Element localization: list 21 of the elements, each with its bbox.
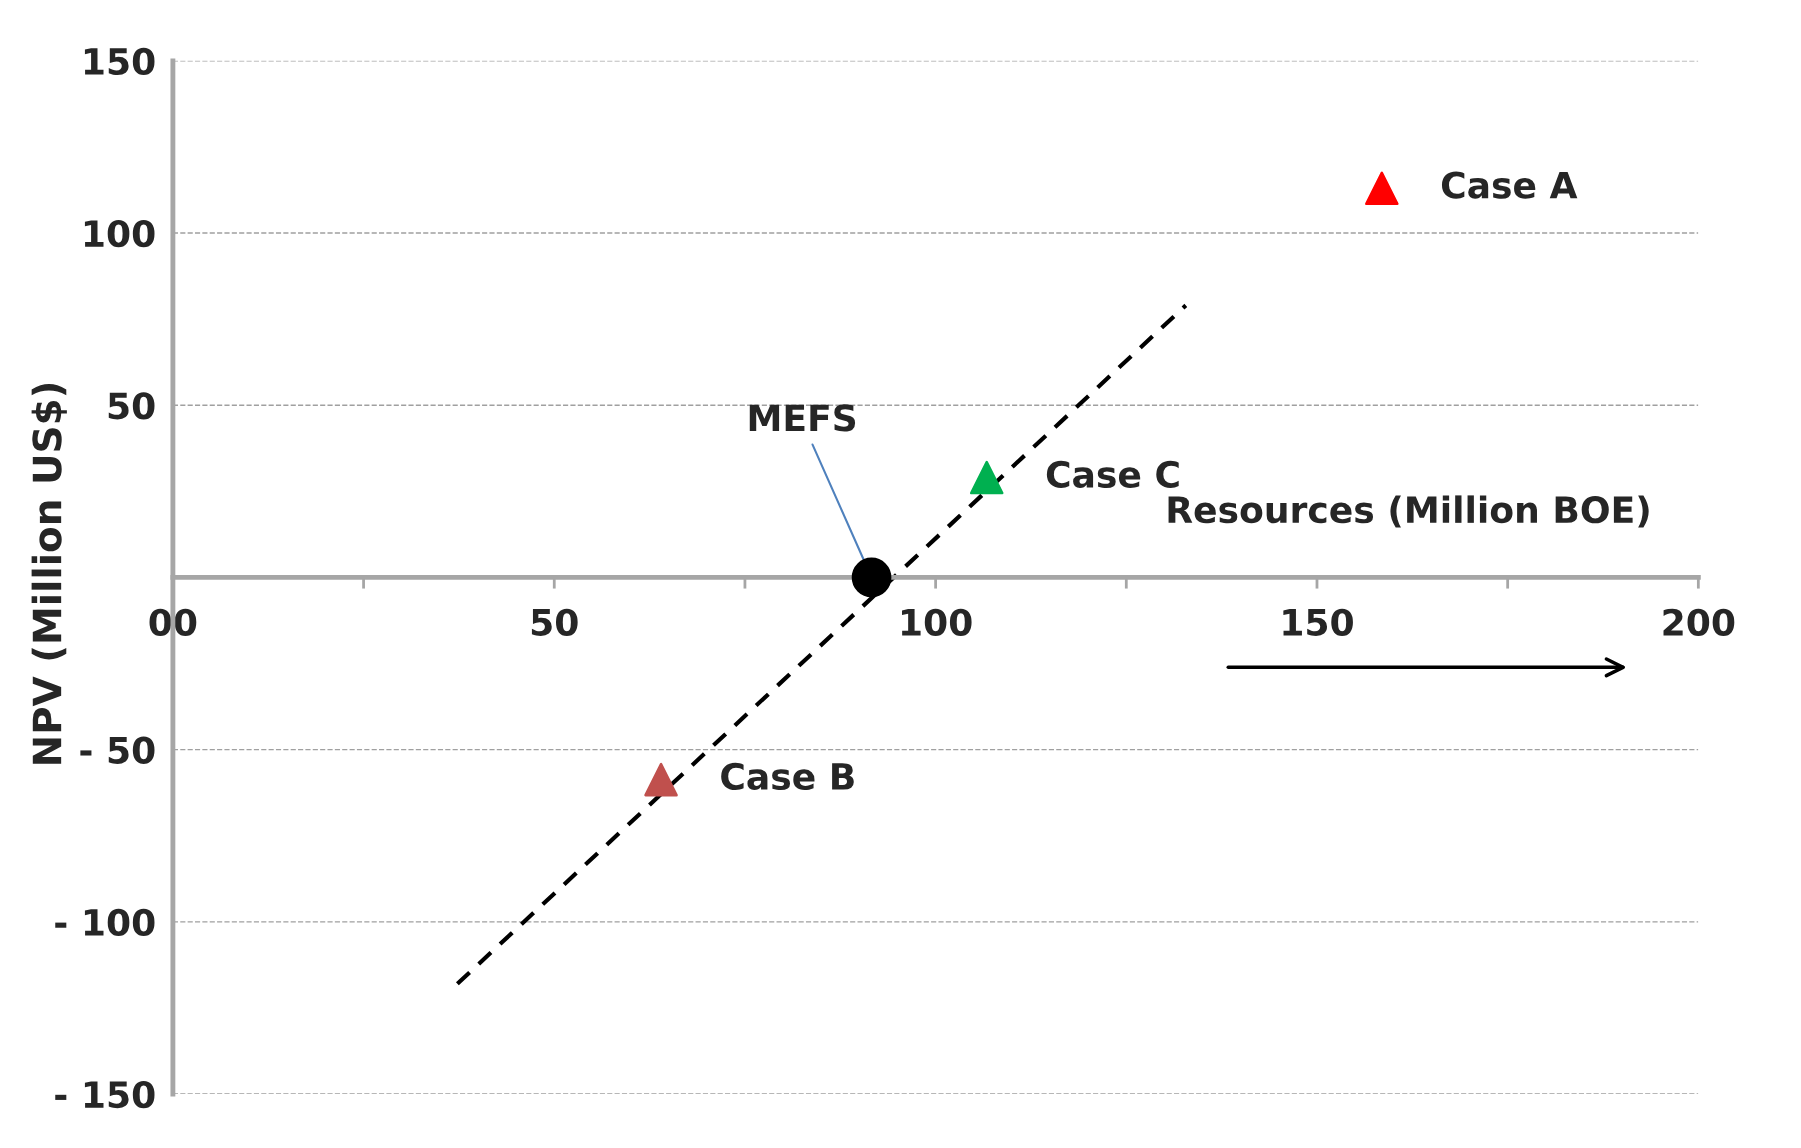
x-tick-label: 100 (902, 608, 972, 636)
point (1365, 171, 1399, 206)
x-tick-label: 00 (149, 608, 197, 636)
x-tick-label: 50 (531, 608, 578, 636)
annotation: MEFS (749, 404, 856, 432)
x-tick-label: 200 (1663, 608, 1735, 636)
point (644, 762, 678, 797)
series-label: Case A (1441, 171, 1578, 199)
y-tick-label: - 50 (80, 736, 155, 764)
point (851, 557, 892, 598)
y-axis-title: NPV (Million US$) (31, 383, 67, 764)
point (969, 460, 1004, 495)
y-tick-label: 100 (84, 219, 155, 248)
y-tick-label: - 100 (55, 908, 155, 937)
x-axis-title: Resources (Million BOE) (1168, 495, 1649, 528)
y-tick-label: 150 (84, 47, 155, 76)
series-label: Case C (1046, 460, 1179, 489)
y-tick-label: - 150 (55, 1080, 155, 1109)
x-tick-label: 150 (1283, 608, 1353, 636)
series-label: Case B (721, 762, 854, 791)
y-tick-label: 50 (108, 392, 155, 420)
